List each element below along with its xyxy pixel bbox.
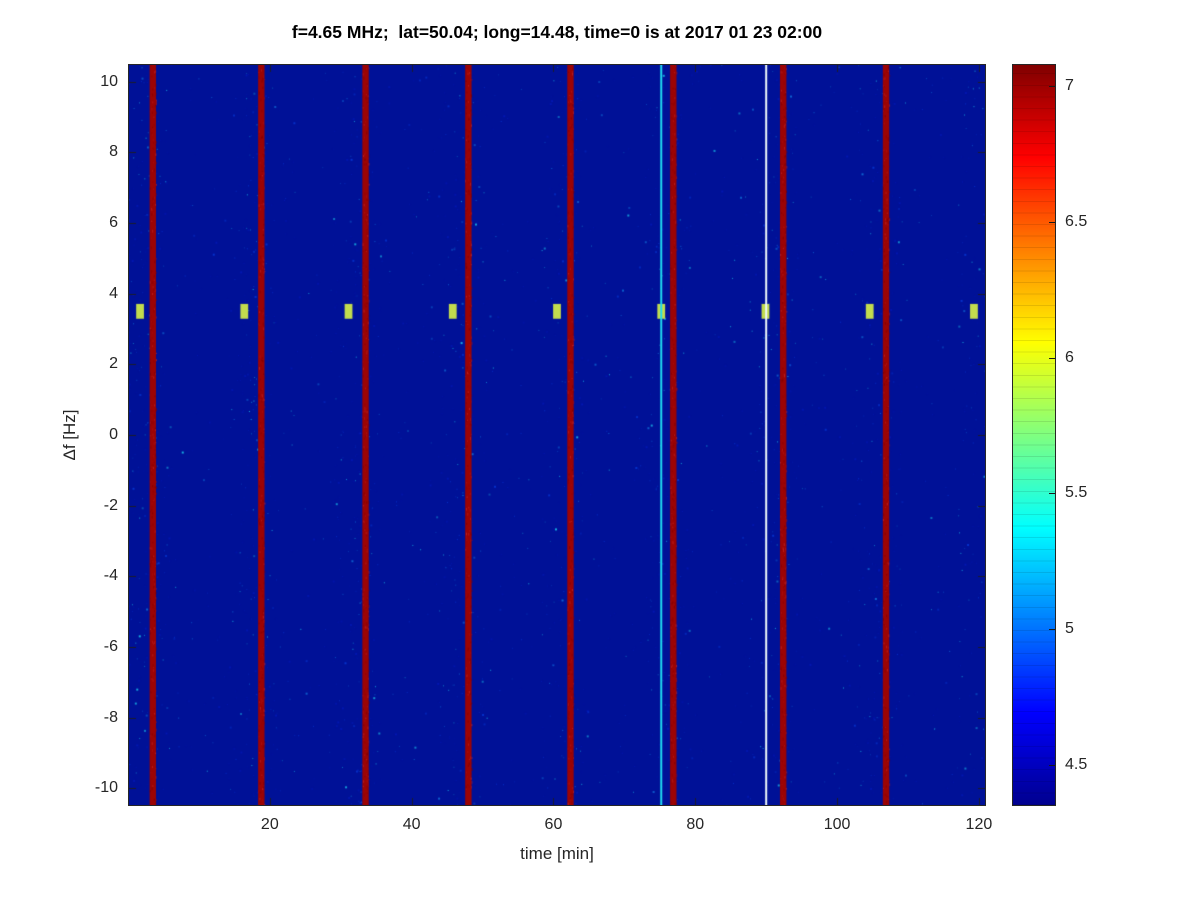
- colorbar-tick-label: 5.5: [1065, 484, 1088, 502]
- y-tick-label: -6: [103, 638, 118, 655]
- colorbar-tick-mark: [1049, 765, 1055, 766]
- colorbar: [1012, 64, 1056, 806]
- colorbar-tick-label: 4.5: [1065, 756, 1088, 774]
- y-tick-label: 8: [109, 143, 118, 161]
- colorbar-tick-label: 7: [1065, 76, 1074, 94]
- chart-title: f=4.65 MHz; lat=50.04; long=14.48, time=…: [291, 22, 823, 42]
- y-axis-label: Δf [Hz]: [60, 409, 79, 461]
- x-tick-label: 60: [544, 816, 563, 833]
- colorbar-tick-mark: [1049, 358, 1055, 359]
- y-tick-label: 6: [109, 214, 118, 231]
- y-tick-label: -10: [94, 779, 118, 797]
- y-tick-label: -8: [103, 708, 118, 726]
- colorbar-tick-mark: [1049, 629, 1055, 630]
- y-tick-label: 0: [109, 426, 118, 443]
- x-tick-label: 20: [260, 816, 279, 833]
- y-tick-label: 4: [109, 284, 118, 302]
- colorbar-tick-mark: [1049, 86, 1055, 87]
- y-tick-label: 10: [100, 72, 118, 90]
- x-tick-label: 80: [686, 816, 705, 833]
- colorbar-tick-mark: [1049, 493, 1055, 494]
- x-tick-label: 40: [402, 816, 421, 833]
- heatmap-canvas: [128, 64, 986, 806]
- colorbar-tick-label: 6.5: [1065, 212, 1088, 230]
- y-tick-label: 2: [109, 355, 118, 373]
- y-tick-label: -4: [103, 567, 118, 585]
- colorbar-tick-label: 5: [1065, 620, 1074, 638]
- colorbar-tick-mark: [1049, 222, 1055, 223]
- colorbar-tick-label: 6: [1065, 348, 1074, 366]
- x-tick-label: 120: [965, 816, 993, 833]
- x-tick-label: 100: [823, 816, 851, 833]
- x-axis-label: time [min]: [520, 844, 594, 863]
- y-tick-label: -2: [103, 496, 118, 514]
